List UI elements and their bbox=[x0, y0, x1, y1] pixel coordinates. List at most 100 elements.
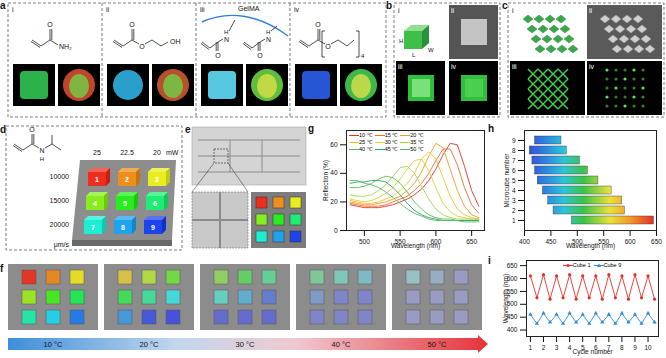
svg-text:a: a bbox=[0, 0, 6, 11]
svg-text:450: 450 bbox=[545, 238, 556, 245]
svg-text:H: H bbox=[224, 29, 228, 35]
svg-text:9: 9 bbox=[633, 344, 637, 351]
svg-text:GelMA: GelMA bbox=[238, 5, 260, 12]
svg-text:3: 3 bbox=[512, 197, 516, 204]
svg-text:Microcube number: Microcube number bbox=[503, 153, 510, 208]
svg-text:10 °C: 10 °C bbox=[44, 340, 63, 349]
svg-text:8: 8 bbox=[512, 147, 516, 154]
svg-text:OH: OH bbox=[170, 38, 181, 45]
svg-text:400: 400 bbox=[519, 238, 530, 245]
svg-text:ii: ii bbox=[451, 7, 455, 14]
svg-text:500: 500 bbox=[506, 300, 518, 308]
svg-text:L: L bbox=[412, 52, 416, 58]
svg-text:0: 0 bbox=[334, 227, 338, 234]
svg-text:1: 1 bbox=[512, 217, 516, 224]
svg-text:iii: iii bbox=[512, 63, 517, 70]
svg-text:650: 650 bbox=[651, 238, 662, 245]
svg-text:8: 8 bbox=[620, 344, 624, 351]
svg-text:H: H bbox=[266, 29, 270, 35]
svg-text:650: 650 bbox=[507, 262, 518, 269]
svg-text:20: 20 bbox=[153, 149, 161, 156]
svg-text:W: W bbox=[428, 47, 434, 53]
svg-text:5: 5 bbox=[123, 200, 127, 207]
svg-text:10000: 10000 bbox=[50, 173, 70, 180]
svg-text:4: 4 bbox=[512, 187, 516, 194]
svg-text:O: O bbox=[139, 43, 145, 50]
svg-text:22.5: 22.5 bbox=[120, 149, 134, 156]
svg-text:i: i bbox=[12, 6, 14, 13]
svg-text:20 °C: 20 °C bbox=[140, 340, 159, 349]
svg-text:650: 650 bbox=[466, 238, 477, 245]
svg-text:H: H bbox=[399, 38, 403, 44]
svg-text:3: 3 bbox=[555, 344, 559, 351]
svg-text:O: O bbox=[325, 43, 331, 50]
svg-text:30 °C: 30 °C bbox=[236, 340, 255, 349]
svg-text:c: c bbox=[502, 0, 508, 11]
svg-text:Wavelength (nm): Wavelength (nm) bbox=[391, 242, 440, 250]
svg-text:e: e bbox=[185, 124, 191, 135]
svg-text:10: 10 bbox=[644, 344, 652, 351]
svg-text:25: 25 bbox=[93, 149, 101, 156]
svg-text:15000: 15000 bbox=[50, 197, 70, 204]
svg-text:ii: ii bbox=[589, 7, 593, 14]
svg-text:f: f bbox=[0, 263, 4, 274]
svg-text:50 °C: 50 °C bbox=[428, 340, 447, 349]
svg-text:20000: 20000 bbox=[50, 221, 70, 228]
svg-text:2: 2 bbox=[125, 176, 129, 183]
svg-text:4: 4 bbox=[93, 200, 97, 207]
svg-text:d: d bbox=[0, 124, 6, 135]
svg-text:Reflection (%): Reflection (%) bbox=[322, 160, 330, 201]
svg-text:9: 9 bbox=[512, 137, 516, 144]
svg-text:Wavelength (nm): Wavelength (nm) bbox=[502, 274, 510, 323]
svg-text:2: 2 bbox=[512, 207, 516, 214]
svg-text:O: O bbox=[47, 21, 53, 28]
svg-text:i: i bbox=[512, 7, 514, 14]
svg-text:4: 4 bbox=[568, 344, 572, 351]
svg-text:i: i bbox=[398, 7, 400, 14]
svg-text:5: 5 bbox=[512, 177, 516, 184]
svg-text:iv: iv bbox=[451, 63, 457, 70]
svg-text:600: 600 bbox=[625, 238, 636, 245]
svg-text:N: N bbox=[224, 36, 229, 43]
svg-text:60: 60 bbox=[330, 141, 338, 148]
svg-text:2: 2 bbox=[542, 344, 546, 351]
svg-text:b: b bbox=[386, 0, 392, 11]
svg-text:1: 1 bbox=[95, 176, 99, 183]
svg-text:i: i bbox=[488, 255, 491, 266]
svg-text:O: O bbox=[29, 126, 35, 133]
svg-text:Cycle number: Cycle number bbox=[572, 348, 613, 356]
svg-text:O: O bbox=[215, 52, 221, 59]
svg-text:h: h bbox=[488, 123, 494, 134]
svg-text:NH₂: NH₂ bbox=[59, 43, 72, 50]
svg-text:6: 6 bbox=[512, 167, 516, 174]
svg-text:O: O bbox=[257, 52, 263, 59]
svg-text:iv: iv bbox=[294, 6, 300, 13]
svg-text:N: N bbox=[39, 147, 44, 154]
svg-text:9: 9 bbox=[151, 224, 155, 231]
svg-text:ii: ii bbox=[106, 6, 110, 13]
svg-text:O: O bbox=[315, 21, 321, 28]
svg-text:450: 450 bbox=[506, 313, 518, 321]
svg-text:iii: iii bbox=[200, 6, 205, 13]
svg-text:N: N bbox=[266, 36, 271, 43]
svg-text:8: 8 bbox=[121, 224, 125, 231]
svg-text:mW: mW bbox=[166, 149, 179, 156]
svg-text:6: 6 bbox=[153, 200, 157, 207]
svg-text:4: 4 bbox=[361, 53, 365, 59]
svg-text:g: g bbox=[308, 123, 314, 134]
svg-text:iv: iv bbox=[589, 63, 595, 70]
svg-text:500: 500 bbox=[359, 238, 370, 245]
svg-text:H: H bbox=[40, 156, 44, 162]
svg-text:Wavelength (nm): Wavelength (nm) bbox=[566, 242, 615, 250]
svg-text:iii: iii bbox=[398, 63, 403, 70]
svg-text:1: 1 bbox=[529, 344, 533, 351]
svg-text:O: O bbox=[129, 21, 135, 28]
svg-text:40 °C: 40 °C bbox=[332, 340, 351, 349]
svg-text:3: 3 bbox=[155, 176, 159, 183]
svg-text:400: 400 bbox=[507, 326, 518, 333]
svg-text:20: 20 bbox=[330, 198, 338, 205]
svg-text:7: 7 bbox=[91, 224, 95, 231]
svg-text:μm/s: μm/s bbox=[54, 241, 70, 249]
svg-text:7: 7 bbox=[512, 157, 516, 164]
svg-text:40: 40 bbox=[330, 169, 338, 176]
